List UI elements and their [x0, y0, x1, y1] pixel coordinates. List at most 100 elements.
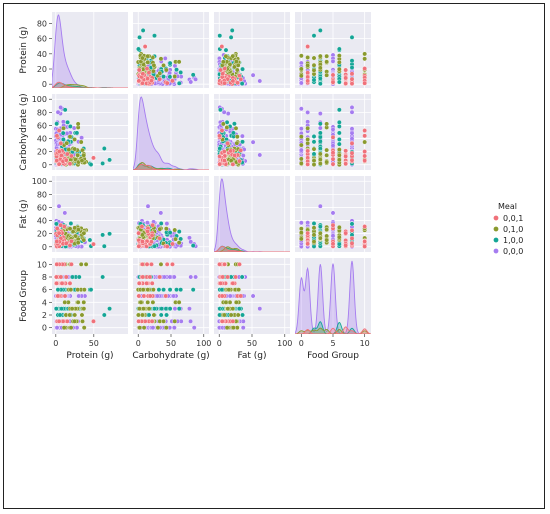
panel-content: [135, 28, 198, 87]
panel-protein-g-vs-fat-g: [214, 12, 290, 88]
scatter-point: [324, 152, 330, 158]
scatter-point: [349, 126, 355, 132]
scatter-point: [142, 44, 148, 49]
scatter-point: [336, 147, 342, 153]
scatter-point: [230, 53, 236, 59]
scatter-point: [69, 153, 74, 159]
scatter-point: [324, 59, 330, 65]
scatter-point: [349, 71, 355, 77]
scatter-point: [298, 126, 304, 132]
panel-content: [298, 28, 368, 87]
scatter-point: [229, 28, 235, 33]
scatter-point: [336, 124, 342, 129]
scatter-point: [100, 232, 106, 238]
scatter-point: [305, 78, 311, 84]
scatter-point: [58, 222, 64, 228]
scatter-point: [317, 121, 323, 127]
scatter-point: [67, 134, 73, 140]
scatter-point: [56, 230, 62, 236]
scatter-point: [193, 76, 198, 82]
scatter-point: [317, 81, 323, 87]
scatter-point: [78, 139, 84, 145]
scatter-point: [56, 149, 62, 154]
panel-fat-g-vs-protein-g: [52, 176, 128, 252]
scatter-point: [218, 107, 223, 113]
scatter-point: [349, 105, 355, 110]
scatter-point: [298, 73, 304, 79]
scatter-point: [234, 67, 240, 73]
scatter-point: [157, 70, 163, 76]
scatter-point: [222, 158, 227, 163]
scatter-point: [72, 137, 78, 142]
scatter-point: [74, 130, 80, 136]
scatter-point: [237, 158, 242, 164]
scatter-point: [67, 226, 73, 232]
scatter-point: [136, 46, 141, 52]
scatter-point: [190, 72, 196, 78]
scatter-point: [305, 148, 311, 154]
scatter-point: [227, 62, 233, 67]
scatter-point: [298, 106, 304, 112]
scatter-point: [144, 66, 150, 71]
scatter-point: [362, 66, 368, 71]
scatter-point: [88, 162, 94, 167]
scatter-point: [75, 240, 81, 246]
scatter-point: [311, 151, 317, 157]
scatter-point: [239, 133, 245, 139]
scatter-point: [317, 76, 323, 81]
scatter-point: [336, 130, 342, 136]
panel-carbohydrate-g-vs-protein-g: [52, 94, 128, 170]
scatter-point: [161, 62, 166, 68]
scatter-point: [75, 152, 81, 158]
scatter-point: [167, 60, 173, 66]
scatter-point: [324, 147, 330, 153]
panel-carbohydrate-g-vs-food-group: [295, 94, 371, 170]
scatter-point: [311, 62, 317, 68]
scatter-point: [362, 56, 368, 62]
scatter-point: [136, 67, 142, 73]
scatter-point: [69, 238, 74, 244]
scatter-point: [228, 34, 234, 40]
scatter-point: [311, 55, 317, 61]
scatter-point: [150, 68, 156, 74]
scatter-point: [232, 152, 237, 158]
scatter-point: [217, 161, 223, 167]
scatter-point: [240, 153, 246, 158]
scatter-point: [140, 28, 146, 33]
kde-curve-0-0-1: [133, 163, 209, 170]
scatter-point: [176, 80, 182, 86]
scatter-point: [336, 137, 342, 142]
scatter-point: [157, 76, 163, 82]
scatter-point: [349, 136, 355, 142]
panel-fat-g-vs-carbohydrate-g: [133, 176, 209, 252]
panel-protein-g-vs-protein-g: [52, 12, 128, 88]
scatter-point: [55, 109, 61, 115]
scatter-point: [164, 80, 170, 86]
scatter-point: [317, 125, 323, 131]
scatter-point: [298, 160, 304, 166]
scatter-point: [224, 125, 230, 130]
scatter-point: [54, 158, 60, 163]
scatter-point: [343, 148, 349, 154]
scatter-point: [317, 134, 323, 140]
scatter-point: [231, 130, 236, 136]
scatter-point: [217, 33, 223, 39]
scatter-point: [60, 130, 66, 136]
panel-content: [53, 105, 112, 168]
scatter-point: [336, 119, 342, 125]
scatter-point: [163, 67, 169, 73]
scatter-point: [311, 67, 317, 73]
scatter-point: [217, 133, 222, 139]
scatter-point: [362, 133, 368, 139]
scatter-point: [58, 140, 64, 146]
scatter-point: [225, 111, 231, 116]
scatter-point: [250, 72, 256, 78]
scatter-point: [54, 133, 60, 139]
scatter-point: [136, 78, 142, 84]
scatter-point: [336, 46, 342, 52]
scatter-point: [223, 47, 229, 53]
scatter-point: [79, 135, 84, 141]
scatter-point: [240, 66, 245, 72]
scatter-point: [220, 71, 226, 77]
